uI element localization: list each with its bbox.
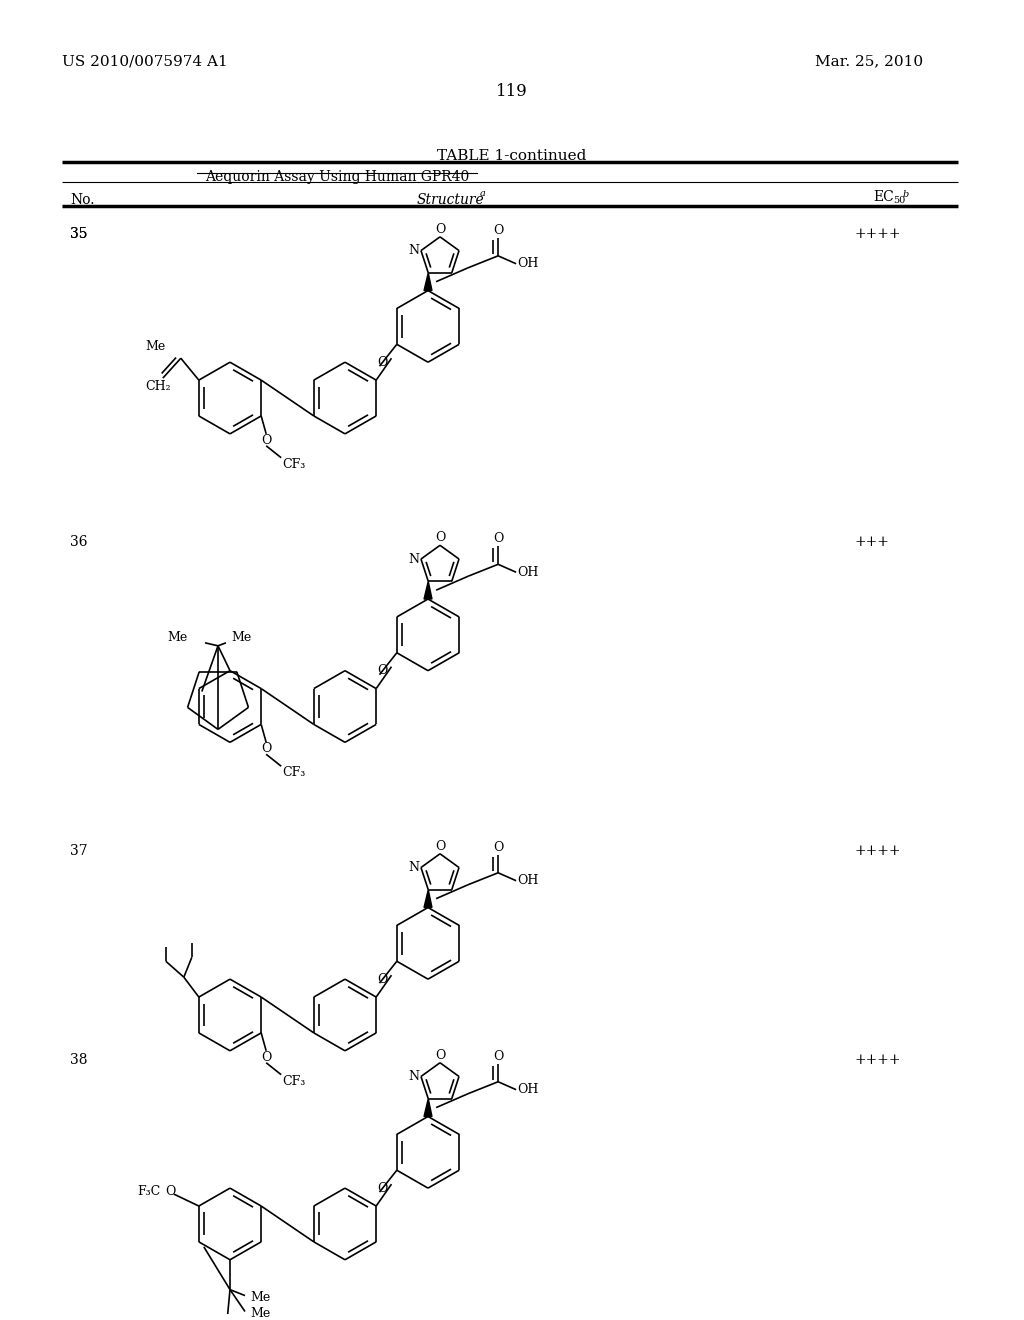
Text: 50: 50 <box>893 197 905 205</box>
Text: N: N <box>408 244 419 257</box>
Text: O: O <box>435 223 445 236</box>
Text: O: O <box>435 532 445 544</box>
Text: O: O <box>261 1051 271 1064</box>
Text: 37: 37 <box>70 843 88 858</box>
Text: 35: 35 <box>70 227 87 240</box>
Text: 36: 36 <box>70 536 87 549</box>
Polygon shape <box>424 890 432 908</box>
Text: Me: Me <box>231 631 251 644</box>
Text: Me: Me <box>250 1307 270 1320</box>
Text: 38: 38 <box>70 1053 87 1067</box>
Text: Aequorin Assay Using Human GPR40: Aequorin Assay Using Human GPR40 <box>205 170 469 185</box>
Text: N: N <box>408 553 419 565</box>
Text: EC: EC <box>873 190 894 205</box>
Text: N: N <box>408 861 419 874</box>
Text: Me: Me <box>250 1291 270 1304</box>
Text: OH: OH <box>517 566 539 578</box>
Text: CF₃: CF₃ <box>283 1074 305 1088</box>
Text: ++++: ++++ <box>855 1053 901 1067</box>
Text: O: O <box>493 532 504 545</box>
Text: O: O <box>493 841 504 854</box>
Text: O: O <box>261 742 271 755</box>
Text: No.: No. <box>70 193 94 207</box>
Text: Me: Me <box>168 631 188 644</box>
Text: OH: OH <box>517 1084 539 1096</box>
Text: F₃C: F₃C <box>137 1184 160 1197</box>
Text: Me: Me <box>145 341 166 354</box>
Text: O: O <box>377 1181 388 1195</box>
Text: 119: 119 <box>496 83 528 99</box>
Text: ++++: ++++ <box>855 227 901 240</box>
Text: O: O <box>165 1184 175 1197</box>
Text: b: b <box>903 190 909 199</box>
Text: ++++: ++++ <box>855 843 901 858</box>
Text: O: O <box>377 973 388 986</box>
Text: O: O <box>377 355 388 368</box>
Text: Structure: Structure <box>416 193 484 207</box>
Text: O: O <box>435 840 445 853</box>
Text: a: a <box>480 189 485 198</box>
Text: O: O <box>261 434 271 447</box>
Text: O: O <box>493 1049 504 1063</box>
Text: N: N <box>408 1071 419 1082</box>
Text: CF₃: CF₃ <box>283 766 305 779</box>
Text: Mar. 25, 2010: Mar. 25, 2010 <box>815 54 923 69</box>
Polygon shape <box>424 273 432 290</box>
Polygon shape <box>424 581 432 599</box>
Text: TABLE 1-continued: TABLE 1-continued <box>437 149 587 164</box>
Text: US 2010/0075974 A1: US 2010/0075974 A1 <box>62 54 227 69</box>
Text: 35: 35 <box>70 227 87 240</box>
Text: CH₂: CH₂ <box>145 380 171 393</box>
Text: O: O <box>435 1049 445 1061</box>
Polygon shape <box>424 1098 432 1117</box>
Text: OH: OH <box>517 257 539 271</box>
Text: O: O <box>493 224 504 236</box>
Text: +++: +++ <box>855 536 890 549</box>
Text: OH: OH <box>517 874 539 887</box>
Text: O: O <box>377 664 388 677</box>
Text: CF₃: CF₃ <box>283 458 305 471</box>
